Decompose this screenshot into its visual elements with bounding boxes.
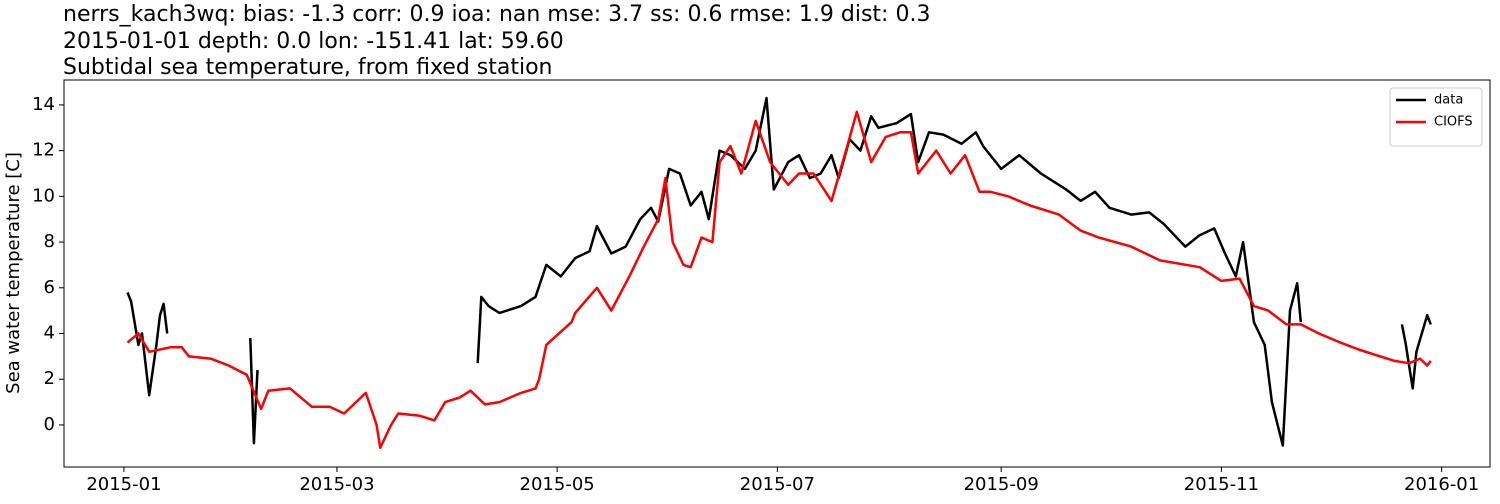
x-tick-label: 2015-05 (520, 474, 595, 495)
y-axis-label: Sea water temperature [C] (3, 152, 24, 394)
y-tick-label: 8 (44, 231, 55, 252)
plot-frame (63, 79, 1491, 468)
y-tick-label: 0 (44, 414, 55, 435)
y-tick-label: 14 (32, 94, 55, 115)
data-line (126, 96, 1432, 447)
y-tick-label: 10 (32, 185, 55, 206)
x-tick-label: 2015-07 (740, 474, 815, 495)
y-tick-label: 6 (44, 277, 55, 298)
chart-title: 2015-01-01 depth: 0.0 lon: -151.41 lat: … (63, 29, 564, 54)
x-tick-label: 2016-01 (1404, 474, 1479, 495)
y-tick-label: 12 (32, 140, 55, 161)
y-tick-label: 2 (44, 368, 55, 389)
data-line (126, 110, 1432, 450)
x-tick-label: 2015-01 (86, 474, 161, 495)
legend-label: CIOFS (1434, 115, 1473, 130)
x-tick-label: 2015-11 (1184, 474, 1259, 495)
y-tick-label: 4 (44, 323, 55, 344)
chart-title: Subtidal sea temperature, from fixed sta… (63, 55, 553, 80)
x-tick-label: 2015-03 (299, 474, 374, 495)
x-tick-label: 2015-09 (964, 474, 1039, 495)
chart-title: nerrs_kach3wq: bias: -1.3 corr: 0.9 ioa:… (63, 2, 930, 27)
legend-label: data (1434, 93, 1463, 108)
legend-box (1389, 87, 1483, 147)
